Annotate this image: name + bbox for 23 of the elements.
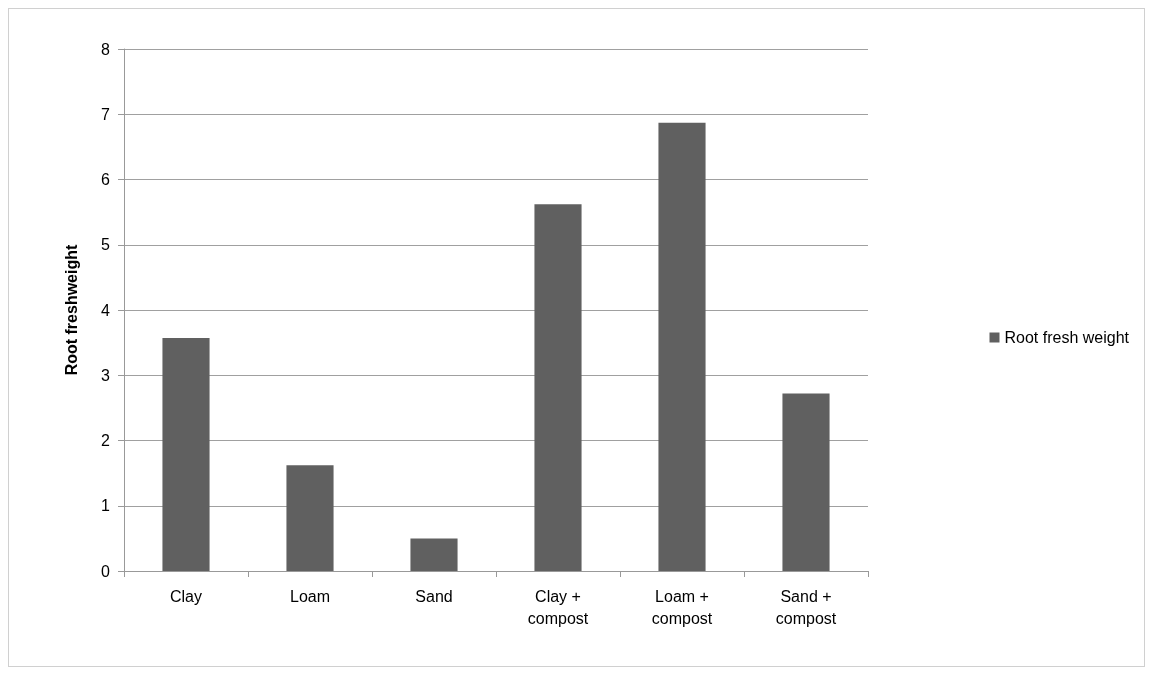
- y-tick-label: 1: [101, 497, 111, 515]
- x-tick-label: Sand + compost: [775, 587, 837, 627]
- x-tick-label: Clay + compost: [527, 587, 589, 627]
- bar: [286, 465, 334, 571]
- y-tick-label: 0: [101, 562, 111, 580]
- y-tick-label: 8: [101, 40, 111, 58]
- y-axis-title: Root freshweight: [62, 244, 80, 376]
- bar: [410, 538, 458, 571]
- y-tick-label: 2: [101, 432, 111, 449]
- x-tick-label: Clay: [169, 587, 203, 605]
- bar: [162, 338, 210, 571]
- bar: [658, 122, 706, 571]
- bar: [782, 393, 830, 571]
- x-tick-label: Loam + compost: [651, 587, 713, 627]
- x-tick-label: Sand: [415, 587, 453, 605]
- legend-label: Root fresh weight: [1004, 329, 1130, 346]
- y-tick-label: 4: [101, 301, 111, 319]
- y-tick-label: 3: [101, 366, 111, 384]
- y-tick-label: 6: [101, 171, 111, 188]
- bar: [534, 204, 582, 571]
- x-tick-label: Loam: [289, 587, 331, 605]
- y-tick-label: 5: [101, 236, 111, 254]
- y-tick-label: 7: [101, 105, 111, 123]
